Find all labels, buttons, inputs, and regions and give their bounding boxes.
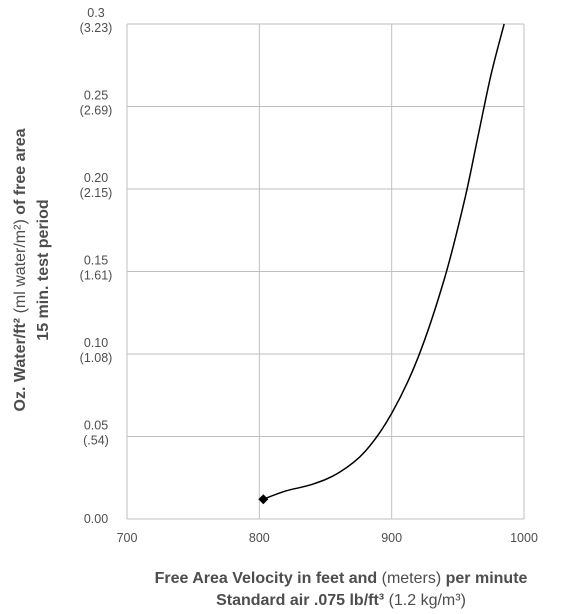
grid xyxy=(126,23,525,520)
y-tick-sublabel: (1.08) xyxy=(80,351,113,365)
y-tick-sublabel: (2.15) xyxy=(80,186,113,200)
y-tick-labels: 0.000.05(.54)0.10(1.08)0.15(1.61)0.20(2.… xyxy=(80,6,113,526)
y-axis-title-part-b: (ml water/m²) xyxy=(12,215,29,318)
x-axis-title-part-c: per minute xyxy=(446,570,528,587)
x-axis-title-part-e: (1.2 kg/m³) xyxy=(384,592,466,609)
y-axis-title-part-a: Oz. Water/ft² xyxy=(12,318,29,412)
y-axis-title-part-c: of free area xyxy=(12,128,29,214)
series-layer xyxy=(258,23,505,505)
y-tick-sublabel: (2.69) xyxy=(80,104,113,118)
y-tick-label: 0.10 xyxy=(84,336,108,350)
x-tick-label: 1000 xyxy=(510,531,538,545)
y-axis-title-line1: Oz. Water/ft² (ml water/m²) of free area xyxy=(12,128,29,411)
x-tick-labels: 700 800 900 1000 xyxy=(117,531,538,545)
y-tick-sublabel: (.54) xyxy=(83,434,109,448)
x-tick-label: 900 xyxy=(381,531,402,545)
y-tick-label: 0.3 xyxy=(87,6,104,20)
x-axis-title-part-b: (meters) xyxy=(377,570,445,587)
y-tick-label: 0.15 xyxy=(84,254,108,268)
series-line xyxy=(263,23,505,500)
y-tick-label: 0.25 xyxy=(84,89,108,103)
x-axis-title-line1: Free Area Velocity in feet and (meters) … xyxy=(155,570,528,587)
x-axis-title-line2: Standard air .075 lb/ft³ (1.2 kg/m³) xyxy=(216,592,466,609)
x-tick-label: 700 xyxy=(117,531,138,545)
x-axis-title-part-a: Free Area Velocity in feet and xyxy=(155,570,378,587)
y-tick-sublabel: (1.61) xyxy=(80,269,113,283)
data-point-marker xyxy=(258,494,269,505)
y-axis-title-line2: 15 min. test period xyxy=(35,199,52,340)
y-axis-title: Oz. Water/ft² (ml water/m²) of free area… xyxy=(12,128,52,411)
x-axis-title-part-d: Standard air .075 lb/ft³ xyxy=(216,592,384,609)
y-tick-label: 0.20 xyxy=(84,171,108,185)
y-tick-sublabel: (3.23) xyxy=(80,21,113,35)
y-tick-label: 0.05 xyxy=(84,419,108,433)
x-tick-label: 800 xyxy=(249,531,270,545)
y-tick-label: 0.00 xyxy=(84,512,108,526)
